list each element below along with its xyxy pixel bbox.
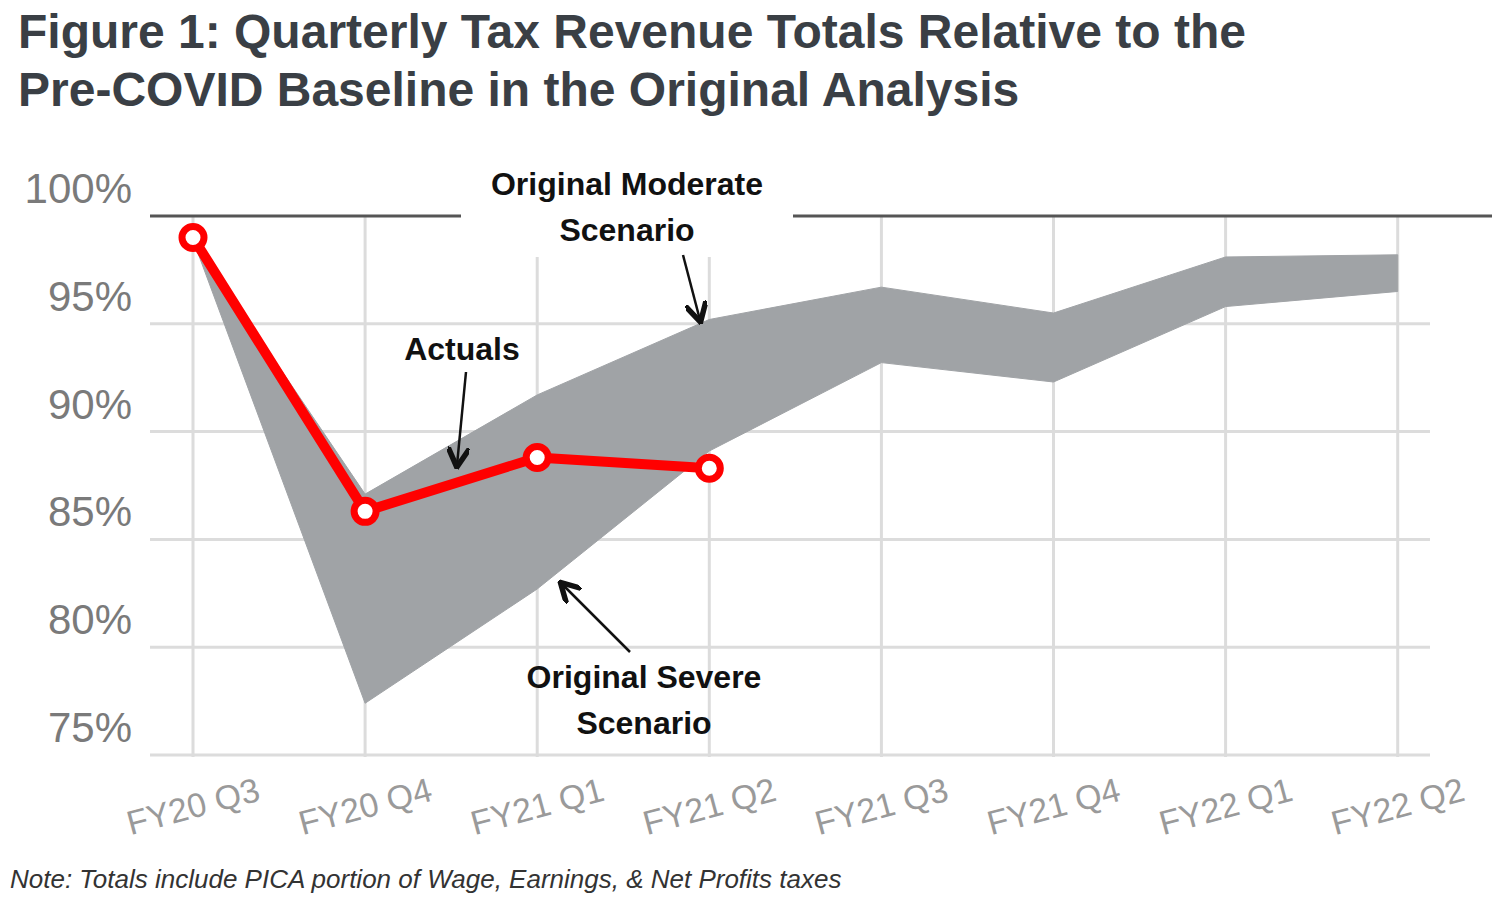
chart-container: Figure 1: Quarterly Tax Revenue Totals R… xyxy=(0,0,1500,900)
actuals-marker xyxy=(526,446,548,468)
x-grid-line xyxy=(1396,216,1399,757)
y-grid-line xyxy=(150,430,1430,433)
y-tick-label: 100% xyxy=(25,165,132,212)
note: Note: Totals include PICA portion of Wag… xyxy=(10,864,841,894)
actuals-marker xyxy=(354,500,376,522)
series-annotation: Original ModerateScenario xyxy=(491,166,763,248)
plot-data xyxy=(182,227,1398,704)
annotation-arrow xyxy=(683,255,700,320)
x-grid-line xyxy=(192,216,195,757)
x-tick-label: FY21 Q3 xyxy=(811,770,952,842)
actuals-line xyxy=(193,238,709,512)
annotations: Original ModerateScenario Original Severe… xyxy=(404,159,793,741)
x-tick-label: FY21 Q4 xyxy=(983,770,1124,842)
label-background xyxy=(461,159,793,257)
series-annotation: Original SevereScenario xyxy=(527,659,762,741)
y-tick-label: 75% xyxy=(48,704,132,751)
y-grid-line xyxy=(150,754,1430,757)
baseline-line xyxy=(150,215,1492,218)
y-tick-label: 80% xyxy=(48,596,132,643)
x-tick-label: FY20 Q3 xyxy=(122,770,263,842)
actuals-marker xyxy=(698,457,720,479)
scenario-band xyxy=(193,240,1398,704)
x-tick-label: FY22 Q1 xyxy=(1155,770,1296,842)
x-tick-label: FY21 Q1 xyxy=(467,770,608,842)
x-axis-labels: FY20 Q3 FY20 Q4 FY21 Q1 FY21 Q2 FY21 Q3 FY21 … xyxy=(122,770,1468,842)
y-tick-label: 95% xyxy=(48,273,132,320)
x-tick-label: FY22 Q2 xyxy=(1327,770,1468,842)
y-axis-labels: 75% 80% 85% 90% 95% 100% xyxy=(25,165,132,751)
y-tick-label: 90% xyxy=(48,381,132,428)
series-annotation: Actuals xyxy=(404,331,520,367)
x-tick-label: FY21 Q2 xyxy=(639,770,780,842)
y-grid-line xyxy=(150,646,1430,649)
annotation-arrow xyxy=(457,372,466,465)
x-grid-line xyxy=(1052,216,1055,757)
x-tick-label: FY20 Q4 xyxy=(294,770,435,842)
title: Figure 1: Quarterly Tax Revenue Totals R… xyxy=(18,5,1246,116)
chart-svg: Figure 1: Quarterly Tax Revenue Totals R… xyxy=(0,0,1500,900)
title-group: Figure 1: Quarterly Tax Revenue Totals R… xyxy=(18,5,1246,116)
grid xyxy=(150,216,1492,757)
annotation-arrow xyxy=(562,584,630,652)
y-tick-label: 85% xyxy=(48,488,132,535)
actuals-marker xyxy=(182,227,204,249)
